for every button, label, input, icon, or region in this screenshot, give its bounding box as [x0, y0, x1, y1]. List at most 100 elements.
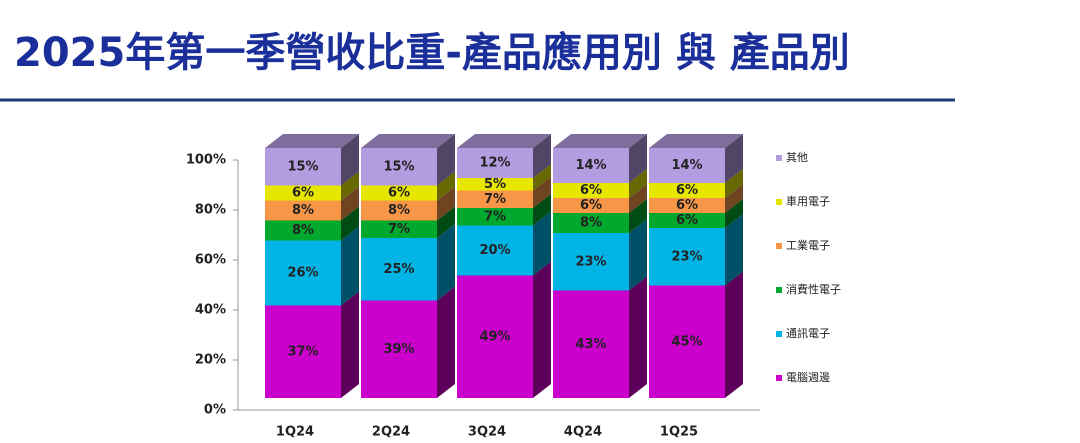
data-label: 25%	[383, 262, 414, 277]
data-label: 7%	[484, 209, 506, 224]
bar-segment	[457, 225, 533, 276]
legend-label: 其他	[786, 151, 808, 164]
bar-segment	[649, 148, 725, 183]
bar-top	[649, 134, 743, 148]
data-label: 12%	[479, 156, 510, 171]
bar-side	[629, 276, 647, 398]
slide-title: 2025年第一季營收比重-產品應用別 與 產品別	[14, 30, 850, 76]
bar-segment	[649, 285, 725, 398]
legend-label: 工業電子	[786, 239, 830, 252]
data-label: 23%	[575, 254, 606, 269]
bar-segment	[361, 220, 437, 238]
bar-side	[725, 134, 743, 183]
bar-segment	[457, 275, 533, 398]
bar-top	[361, 134, 455, 148]
y-tick-label: 0%	[204, 403, 226, 418]
bar-segment	[265, 148, 341, 186]
data-label: 49%	[479, 329, 510, 344]
bar-side	[725, 214, 743, 286]
data-label: 43%	[575, 337, 606, 352]
x-tick-label: 4Q24	[564, 425, 602, 440]
legend-swatch	[776, 243, 782, 249]
data-label: 6%	[388, 186, 410, 201]
bar-top	[265, 134, 359, 148]
bar-side	[437, 171, 455, 201]
bar-segment	[553, 290, 629, 398]
bar-segment	[457, 178, 533, 191]
bar-segment	[649, 228, 725, 286]
bar-side	[341, 134, 359, 186]
bar-segment	[553, 198, 629, 213]
data-label: 7%	[388, 222, 410, 237]
legend-label: 車用電子	[786, 194, 830, 208]
data-label: 37%	[287, 344, 318, 359]
data-label: 23%	[671, 249, 702, 264]
bar-segment	[265, 305, 341, 398]
bar-side	[437, 286, 455, 398]
bar-side	[725, 184, 743, 213]
bar-segment	[649, 183, 725, 198]
bar-side	[533, 194, 551, 226]
bar-segment	[361, 185, 437, 201]
bar-segment	[553, 148, 629, 183]
bar-side	[629, 219, 647, 291]
bar-top	[457, 134, 551, 148]
bar-segment	[361, 238, 437, 301]
y-tick-label: 80%	[195, 203, 226, 218]
data-label: 6%	[292, 186, 314, 201]
legend-swatch	[776, 331, 782, 337]
bar-segment	[553, 183, 629, 198]
bar-segment	[265, 240, 341, 306]
legend-swatch	[776, 287, 782, 293]
bar-side	[437, 224, 455, 301]
bar-side	[533, 211, 551, 276]
data-label: 6%	[580, 183, 602, 198]
legend-label: 電腦週邊	[786, 370, 830, 384]
data-label: 8%	[292, 203, 314, 218]
data-label: 8%	[388, 203, 410, 218]
bar-segment	[361, 148, 437, 186]
bar-side	[533, 176, 551, 208]
bar-segment	[361, 200, 437, 221]
bar-side	[341, 186, 359, 221]
data-label: 14%	[575, 158, 606, 173]
bar-side	[725, 169, 743, 198]
bar-side	[725, 199, 743, 228]
bar-side	[629, 199, 647, 233]
x-tick-label: 1Q24	[276, 425, 314, 440]
bar-side	[437, 206, 455, 238]
data-label: 26%	[287, 266, 318, 281]
bar-side	[629, 184, 647, 213]
bar-side	[533, 134, 551, 178]
bar-side	[437, 186, 455, 221]
legend-swatch	[776, 199, 782, 205]
bar-segment	[457, 148, 533, 178]
bar-segment	[457, 208, 533, 226]
x-tick-label: 1Q25	[660, 425, 698, 440]
bar-side	[629, 134, 647, 183]
bar-segment	[265, 200, 341, 221]
legend-label: 通訊電子	[786, 326, 830, 340]
data-label: 39%	[383, 342, 414, 357]
data-label: 5%	[484, 177, 506, 192]
data-label: 15%	[383, 159, 414, 174]
bar-side	[629, 169, 647, 198]
data-label: 6%	[676, 213, 698, 228]
y-tick-label: 100%	[186, 153, 226, 168]
bar-top	[553, 134, 647, 148]
data-label: 8%	[292, 223, 314, 238]
legend-label: 消費性電子	[786, 282, 841, 296]
bar-side	[533, 261, 551, 398]
bar-side	[437, 134, 455, 186]
data-label: 6%	[676, 183, 698, 198]
legend-swatch	[776, 375, 782, 381]
y-tick-label: 20%	[195, 353, 226, 368]
bar-side	[725, 271, 743, 398]
data-label: 6%	[580, 198, 602, 213]
y-tick-label: 40%	[195, 303, 226, 318]
data-label: 14%	[671, 158, 702, 173]
bar-segment	[649, 198, 725, 213]
data-label: 6%	[676, 198, 698, 213]
bar-segment	[361, 300, 437, 398]
